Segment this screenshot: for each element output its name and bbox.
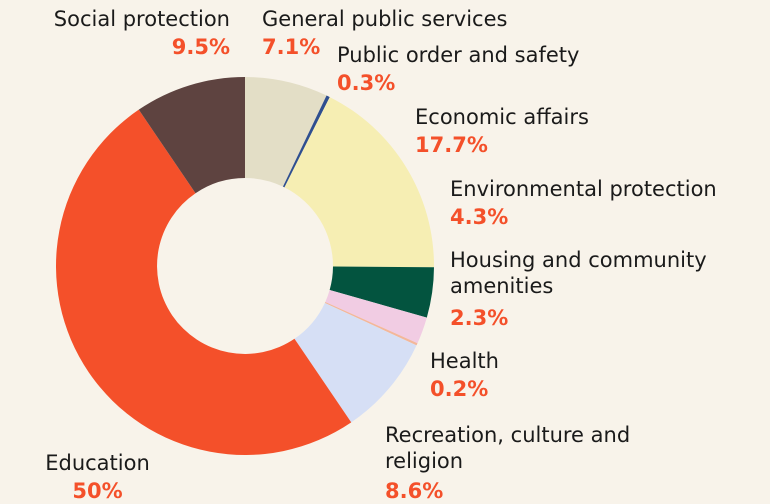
value-label: 2.3%: [450, 306, 509, 330]
slice: [282, 95, 330, 188]
slice-label: Environmental protection: [450, 177, 717, 201]
value-label: 50%: [72, 479, 123, 503]
value-label: 8.6%: [385, 479, 444, 503]
slice: [294, 302, 417, 423]
slice: [138, 77, 245, 194]
slice-label: Economic affairs: [415, 105, 589, 129]
slice-label: Public order and safety: [337, 43, 580, 67]
slice-label: Housing and community amenities: [450, 248, 707, 298]
value-label: 4.3%: [450, 205, 509, 229]
slice-label: Education: [45, 451, 150, 475]
slice: [329, 266, 434, 318]
value-label: 7.1%: [262, 35, 321, 59]
slice: [284, 97, 435, 268]
slice-label: Social protection: [53, 7, 230, 31]
value-label: 9.5%: [171, 35, 230, 59]
slice-label: General public services: [262, 7, 508, 31]
value-label: 0.2%: [430, 377, 489, 401]
slice-label: Recreation, culture and religion: [385, 423, 631, 473]
slice: [55, 109, 352, 456]
value-label: 17.7%: [415, 133, 488, 157]
value-label: 0.3%: [337, 71, 396, 95]
slice: [325, 290, 427, 344]
slice: [324, 301, 418, 346]
slice: [245, 77, 327, 187]
slice-label: Health: [430, 349, 499, 373]
